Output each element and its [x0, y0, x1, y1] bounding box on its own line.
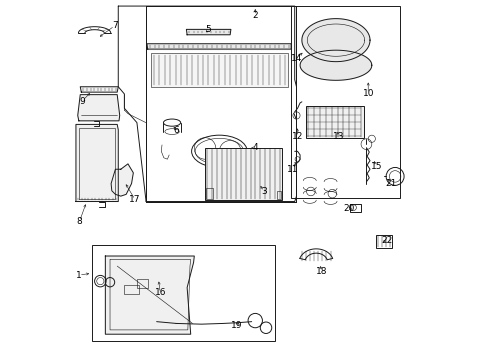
Bar	[276, 192, 281, 199]
Bar	[205, 188, 212, 199]
Bar	[204, 148, 282, 200]
Text: 9: 9	[79, 96, 85, 105]
Text: 18: 18	[315, 267, 326, 276]
Text: 10: 10	[362, 89, 373, 98]
Text: 1: 1	[76, 270, 81, 279]
Polygon shape	[80, 87, 118, 92]
Text: 20: 20	[343, 204, 354, 213]
Polygon shape	[111, 164, 133, 196]
Polygon shape	[76, 125, 118, 202]
Text: 3: 3	[261, 187, 266, 196]
Polygon shape	[147, 44, 290, 49]
Text: 7: 7	[112, 21, 117, 30]
Text: 8: 8	[77, 217, 82, 226]
Text: 21: 21	[385, 179, 396, 188]
Text: 2: 2	[252, 11, 258, 20]
Bar	[349, 204, 360, 212]
Text: 13: 13	[332, 132, 344, 141]
Bar	[145, 6, 296, 202]
Bar	[376, 234, 391, 248]
Text: 22: 22	[381, 237, 392, 246]
Text: 4: 4	[252, 143, 258, 152]
Bar	[145, 6, 296, 202]
Text: 15: 15	[370, 162, 382, 171]
Text: 11: 11	[286, 165, 298, 174]
Polygon shape	[300, 50, 371, 80]
Polygon shape	[105, 256, 194, 334]
Polygon shape	[186, 30, 230, 35]
Polygon shape	[301, 19, 369, 62]
Polygon shape	[78, 95, 120, 121]
Bar	[124, 285, 139, 294]
Text: 14: 14	[290, 54, 302, 63]
Text: 19: 19	[230, 321, 242, 330]
Text: 6: 6	[173, 126, 179, 135]
Text: 17: 17	[129, 195, 141, 204]
Bar	[290, 6, 400, 198]
Bar	[92, 244, 274, 341]
Bar	[137, 279, 147, 288]
Text: 16: 16	[154, 288, 165, 297]
Text: 12: 12	[291, 132, 302, 141]
Bar	[305, 106, 363, 138]
Bar	[151, 53, 287, 87]
Text: 5: 5	[205, 25, 211, 34]
